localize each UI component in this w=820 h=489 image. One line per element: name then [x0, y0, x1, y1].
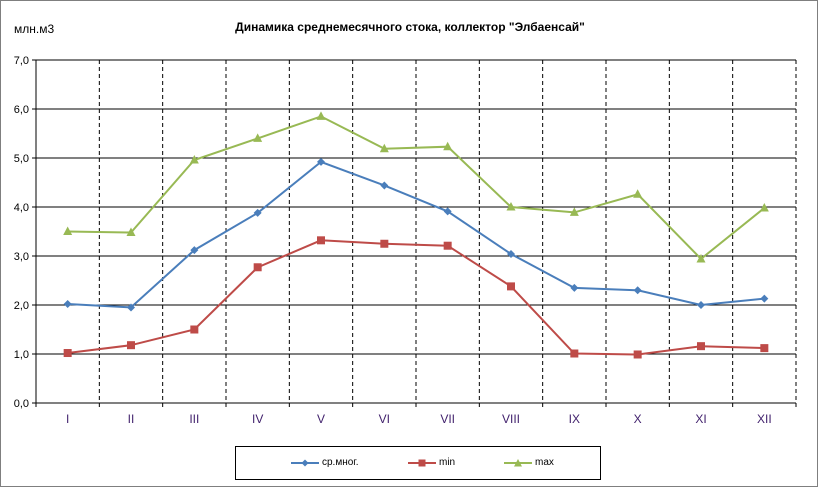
- legend-item-avg: ср.мног.: [291, 457, 359, 468]
- y-tick-label: 4,0: [14, 202, 29, 214]
- data-point: [63, 226, 73, 235]
- data-point: [127, 303, 135, 312]
- data-point: [190, 246, 199, 255]
- legend-marker-max: [504, 458, 532, 466]
- x-tick-label: IV: [252, 412, 263, 426]
- y-tick-label: 5,0: [14, 153, 29, 165]
- data-point: [443, 241, 452, 250]
- legend-label-min: min: [439, 457, 456, 468]
- legend-marker-min: [408, 459, 436, 466]
- x-tick-label: II: [128, 412, 135, 426]
- x-tick-label: IX: [569, 412, 580, 426]
- data-point: [507, 282, 515, 291]
- data-point: [570, 349, 579, 358]
- chart-title: Динамика среднемесячного стока, коллекто…: [235, 20, 585, 34]
- data-point: [569, 207, 579, 216]
- data-point: [253, 133, 263, 142]
- x-tick-label: VII: [440, 412, 455, 426]
- data-point: [126, 227, 136, 236]
- y-tick-label: 6,0: [14, 104, 29, 116]
- y-tick-label: 7,0: [14, 55, 29, 67]
- data-point: [380, 181, 389, 190]
- data-point: [127, 341, 135, 350]
- data-point: [697, 342, 705, 351]
- series-line-1: [67, 239, 765, 356]
- data-point: [697, 301, 705, 309]
- y-tick-label: 0,0: [14, 398, 29, 410]
- data-point: [760, 294, 769, 303]
- data-point: [633, 189, 643, 198]
- x-tick-label: I: [66, 412, 69, 426]
- legend-marker-avg: [291, 459, 319, 466]
- data-point: [253, 208, 262, 217]
- data-point: [443, 207, 452, 216]
- data-point: [696, 253, 706, 263]
- legend-label-avg: ср.мног.: [322, 457, 359, 468]
- y-axis-label: млн.м3: [14, 22, 55, 36]
- data-point: [443, 141, 453, 151]
- y-tick-label: 1,0: [14, 349, 29, 361]
- data-point: [570, 283, 579, 292]
- data-point: [507, 250, 515, 259]
- data-point: [759, 202, 769, 212]
- data-point: [317, 157, 325, 166]
- y-tick-label: 3,0: [14, 251, 29, 263]
- x-tick-label: VIII: [502, 412, 520, 426]
- legend-label-max: max: [535, 457, 554, 468]
- x-tick-label: X: [634, 412, 642, 426]
- data-point: [380, 239, 389, 248]
- data-point: [379, 143, 389, 153]
- series-line-0: [67, 160, 765, 309]
- data-point: [316, 111, 326, 120]
- data-point: [506, 202, 516, 211]
- data-point: [253, 263, 262, 272]
- x-tick-label: XII: [757, 412, 772, 426]
- legend: ср.мног. min max: [235, 446, 601, 480]
- data-point: [633, 350, 642, 359]
- data-point: [190, 325, 199, 334]
- x-tick-label: V: [317, 412, 325, 426]
- data-point: [63, 300, 72, 309]
- x-tick-label: III: [189, 412, 199, 426]
- series-line-2: [67, 115, 765, 261]
- legend-item-min: min: [408, 457, 455, 468]
- data-point: [317, 236, 325, 245]
- data-point: [633, 286, 642, 295]
- data-point: [760, 344, 769, 353]
- legend-item-max: max: [504, 457, 554, 468]
- x-tick-label: XI: [695, 412, 706, 426]
- data-point: [63, 349, 72, 358]
- data-point: [189, 154, 199, 164]
- x-tick-label: VI: [379, 412, 390, 426]
- y-tick-label: 2,0: [14, 300, 29, 312]
